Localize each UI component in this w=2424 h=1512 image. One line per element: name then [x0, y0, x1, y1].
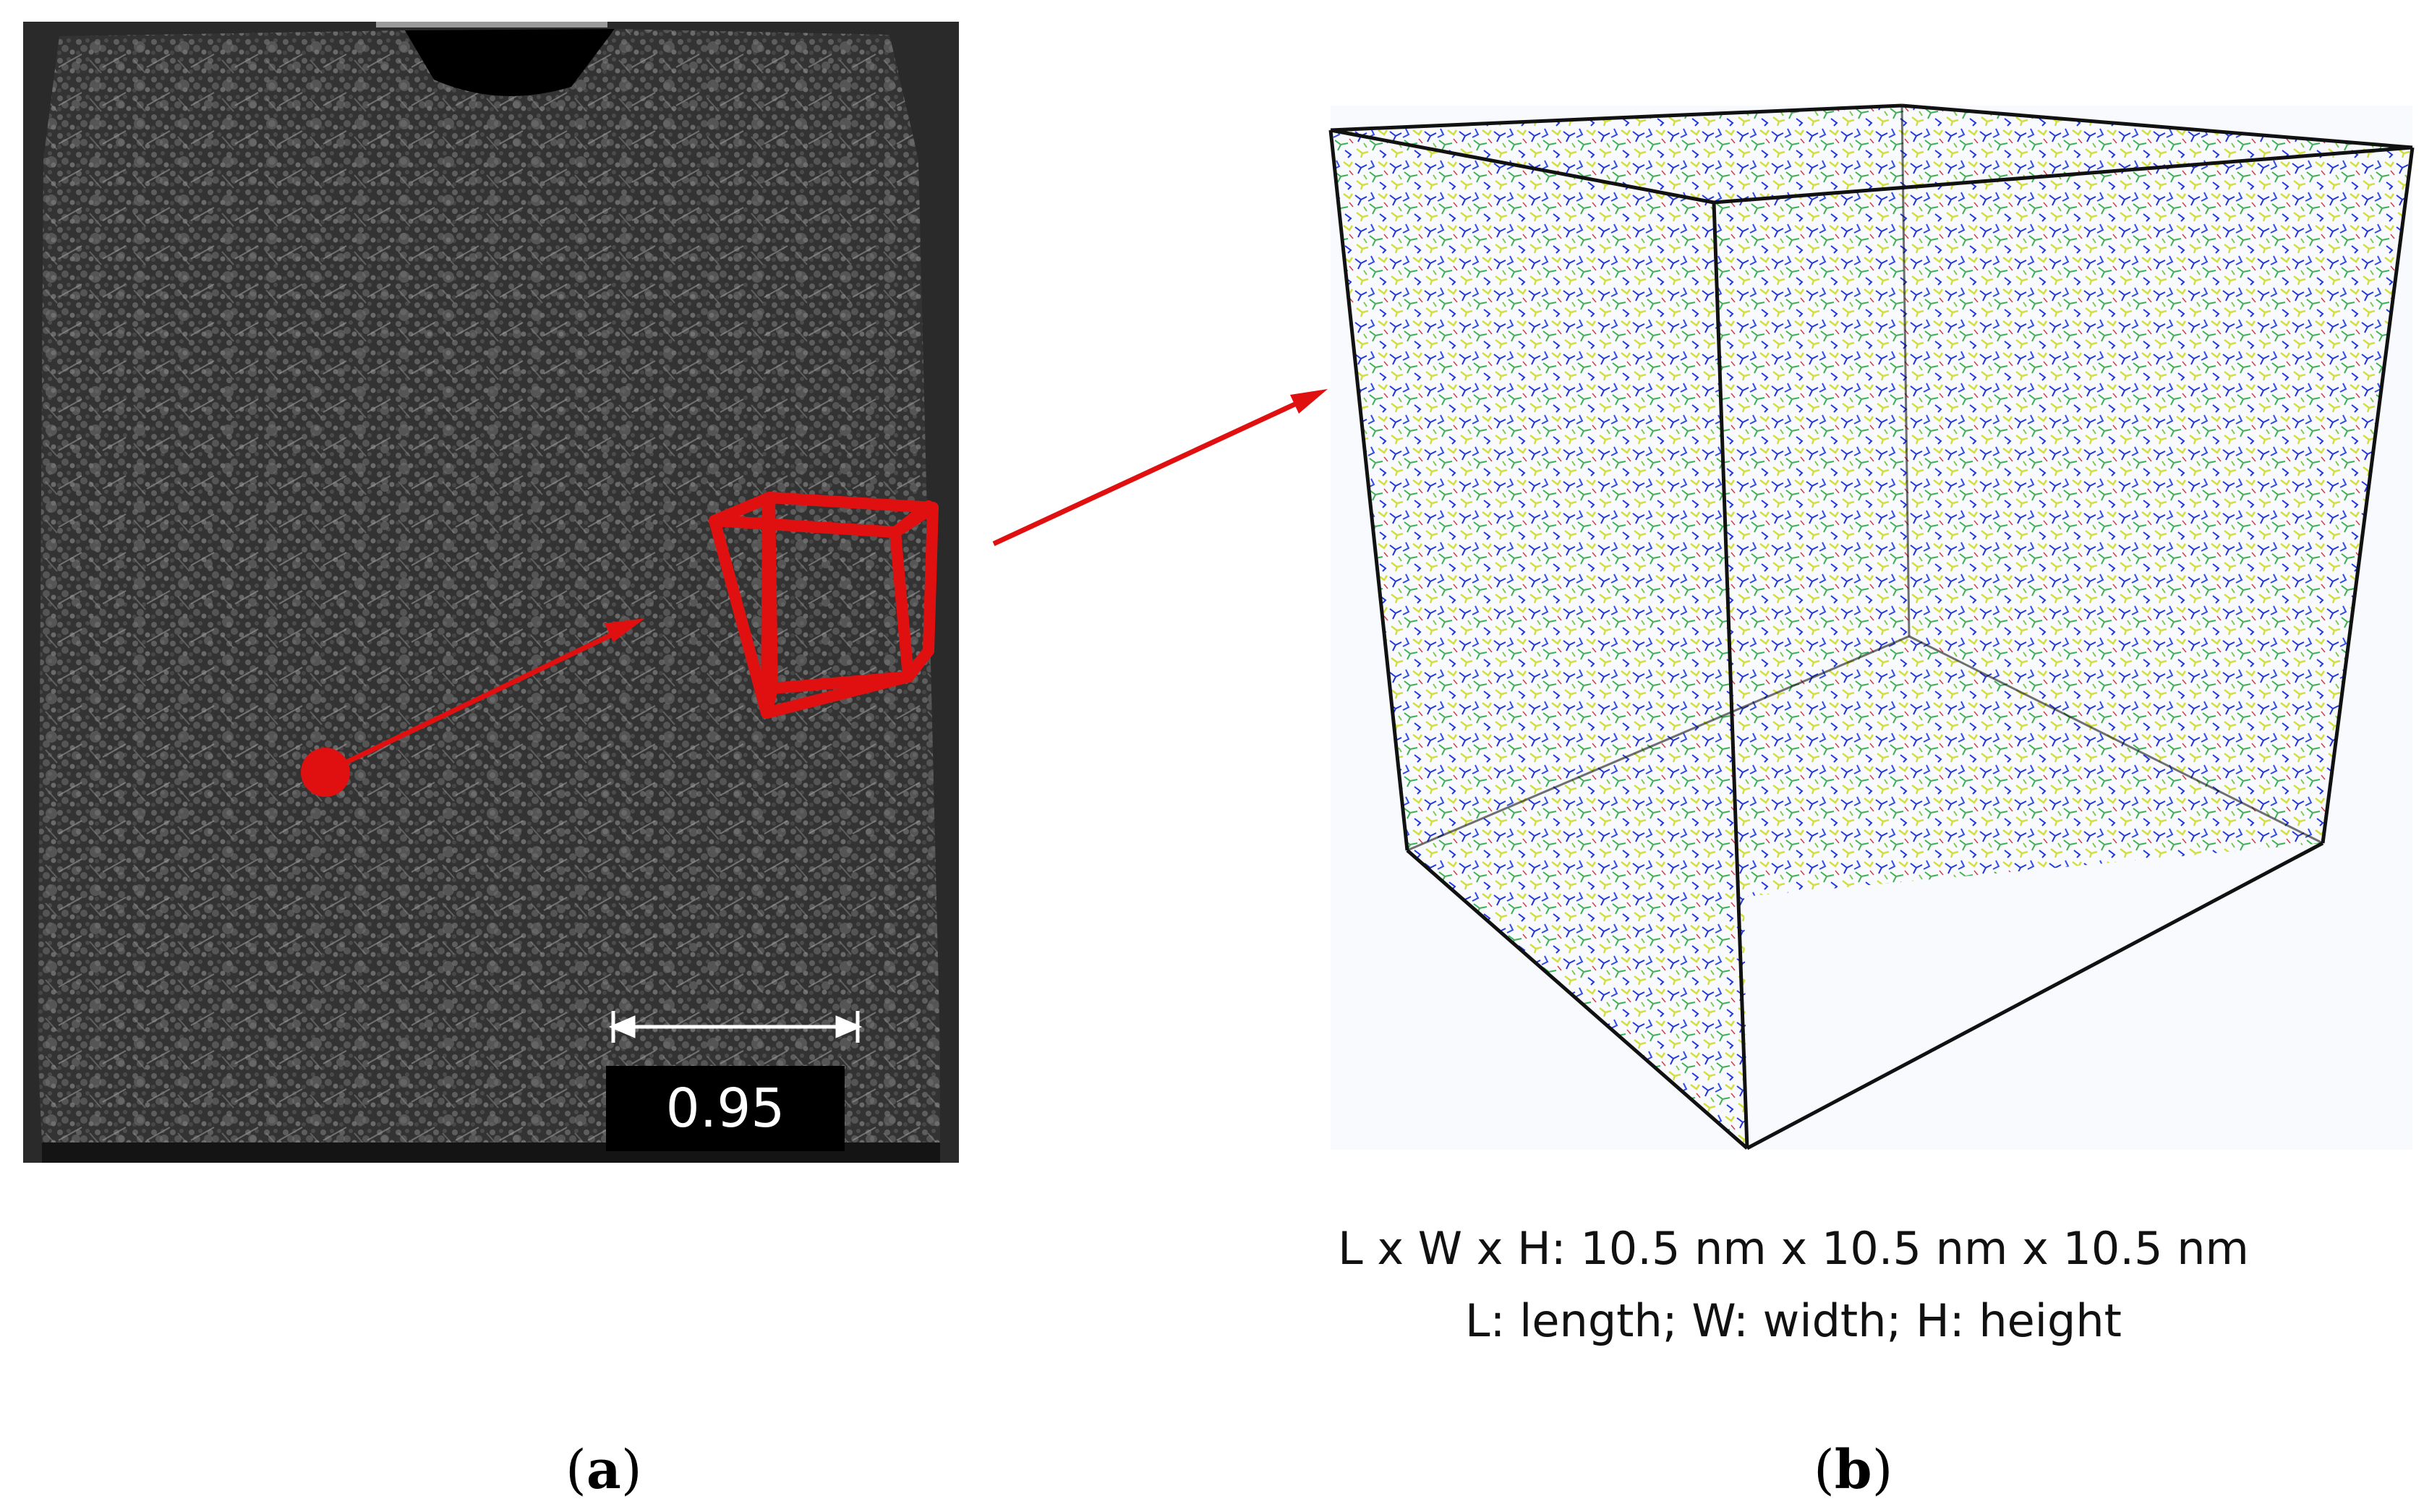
- ct-notch: [405, 29, 615, 96]
- zoom-arrow-small-head: [605, 618, 645, 642]
- zoom-arrow-small: [324, 626, 625, 775]
- box-back-face-fill: [1331, 106, 2412, 1148]
- panel-letter-b: b: [1834, 1439, 1872, 1501]
- zoom-arrow-connector: [992, 395, 1310, 547]
- panel-a-ct-image: [23, 22, 959, 1163]
- panel-letter-a: a: [586, 1439, 621, 1501]
- zoom-arrow-connector-head: [1290, 389, 1328, 414]
- panel-label-a: (a): [566, 1439, 642, 1501]
- box-dimensions-caption: L x W x H: 10.5 nm x 10.5 nm x 10.5 nm: [1338, 1222, 2249, 1275]
- ct-specimen-texture: [38, 29, 940, 1142]
- box-wireframe: [1328, 103, 2415, 1150]
- ct-top-ruler: [376, 22, 607, 27]
- sample-cube-marker: [709, 492, 939, 719]
- scale-bar-label: 0.95 mm: [606, 1066, 845, 1225]
- scale-bar: [608, 1011, 863, 1043]
- box-tint: [1331, 106, 2412, 1150]
- dimension-legend-caption: L: length; W: width; H: height: [1465, 1294, 2122, 1347]
- panel-label-b: (b): [1814, 1439, 1893, 1501]
- panel-b-simulation-box: [1328, 103, 2415, 1150]
